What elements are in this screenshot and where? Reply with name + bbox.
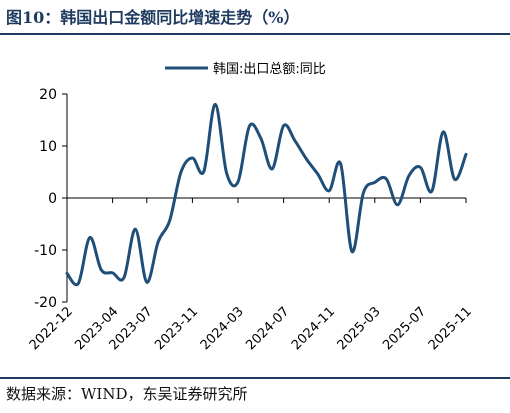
- x-tick-label: 2023-11: [152, 304, 201, 353]
- x-tick-label: 2025-03: [335, 304, 384, 353]
- x-tick-label: 2025-07: [380, 304, 429, 353]
- series-line: [65, 102, 468, 287]
- y-tick-label: 0: [48, 191, 57, 207]
- y-tick-label: -10: [34, 243, 57, 259]
- figure-title: 图10：韩国出口金额同比增速走势（%）: [6, 8, 300, 27]
- line-chart: 韩国:出口总额:同比 20 10 0 -10 -20 2022-122023-04202…: [27, 62, 475, 353]
- y-tick-label: 10: [39, 139, 57, 155]
- x-tick-label: 2025-11: [426, 304, 475, 353]
- legend-label: 韩国:出口总额:同比: [213, 62, 326, 77]
- x-tick-label: 2024-03: [198, 304, 247, 353]
- y-ticks: 20 10 0 -10 -20: [34, 87, 67, 311]
- y-tick-label: -20: [34, 295, 57, 311]
- legend: 韩国:出口总额:同比: [165, 62, 326, 77]
- title-rule: [0, 33, 510, 35]
- x-tick-label: 2022-12: [27, 304, 76, 353]
- x-tick-label: 2024-07: [243, 304, 292, 353]
- x-tick-label: 2024-11: [289, 304, 338, 353]
- y-tick-label: 20: [39, 87, 57, 103]
- x-ticks: 2022-122023-042023-072023-112024-032024-…: [27, 198, 475, 353]
- source-note: 数据来源：WIND，东吴证券研究所: [6, 385, 248, 403]
- bottom-rule: [0, 377, 510, 379]
